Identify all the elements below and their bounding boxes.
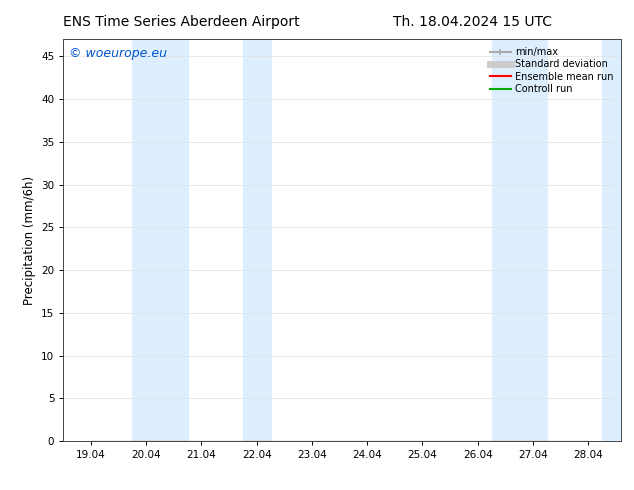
Bar bbox=[243, 39, 271, 441]
Legend: min/max, Standard deviation, Ensemble mean run, Controll run: min/max, Standard deviation, Ensemble me… bbox=[487, 44, 616, 97]
Text: Th. 18.04.2024 15 UTC: Th. 18.04.2024 15 UTC bbox=[393, 15, 552, 29]
Y-axis label: Precipitation (mm/6h): Precipitation (mm/6h) bbox=[23, 175, 36, 305]
Bar bbox=[602, 39, 621, 441]
Text: © woeurope.eu: © woeurope.eu bbox=[69, 47, 167, 60]
Bar bbox=[133, 39, 188, 441]
Text: ENS Time Series Aberdeen Airport: ENS Time Series Aberdeen Airport bbox=[63, 15, 300, 29]
Bar bbox=[491, 39, 547, 441]
